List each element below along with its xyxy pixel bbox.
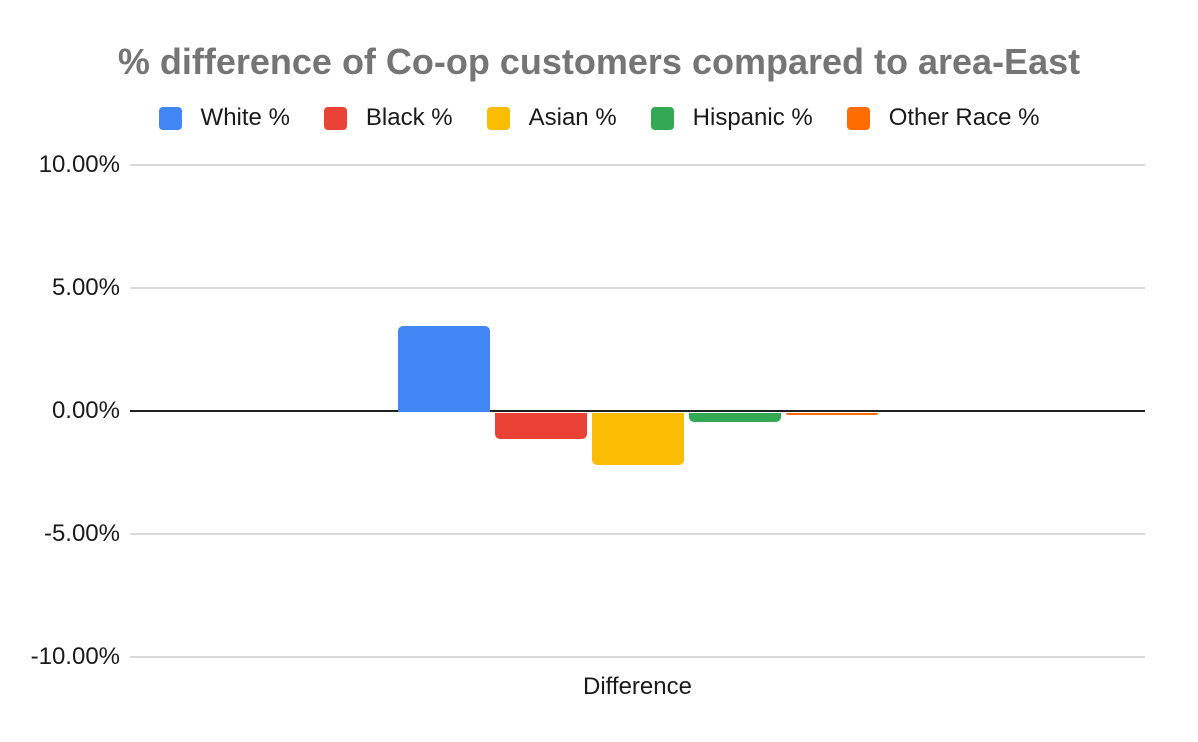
chart-title: % difference of Co-op customers compared… [117,41,1081,82]
y-tick-label-5: 5.00% [51,274,120,301]
gridline-10 [130,164,1145,166]
chart-legend: White % Black % Asian % Hispanic % Other Rac… [0,103,1198,133]
legend-label-black: Black % [365,104,453,131]
bar-white [398,326,490,412]
legend-label-hispanic: Hispanic % [692,104,813,131]
legend-item-hispanic: Hispanic % [650,104,813,132]
y-tick-label-0: 0.00% [51,397,120,424]
y-tick-label--5: -5.00% [43,520,120,547]
x-axis-label: Difference [583,673,692,700]
bar-other-race [786,413,878,415]
legend-item-other-race: Other Race % [846,104,1040,132]
legend-swatch-icon-hispanic [650,106,674,130]
gridline--5 [130,533,1145,535]
legend-swatch-icon-white [158,106,182,130]
legend-item-black: Black % [323,104,453,132]
legend-item-asian: Asian % [486,104,617,132]
gridline-5 [130,287,1145,289]
bar-asian [592,413,684,465]
bar-black [495,413,587,439]
gridline--10 [130,656,1145,658]
legend-swatch-icon-other-race [846,106,870,130]
legend-label-white: White % [200,104,290,131]
legend-item-white: White % [158,104,290,132]
y-tick-label-10: 10.00% [38,151,120,178]
legend-swatch-icon-black [323,106,347,130]
y-tick-label--10: -10.00% [30,643,120,670]
zero-axis-line [130,410,1145,412]
bar-hispanic [689,413,781,422]
legend-swatch-icon-asian [486,106,510,130]
legend-label-other-race: Other Race % [888,104,1040,131]
legend-label-asian: Asian % [528,104,617,131]
